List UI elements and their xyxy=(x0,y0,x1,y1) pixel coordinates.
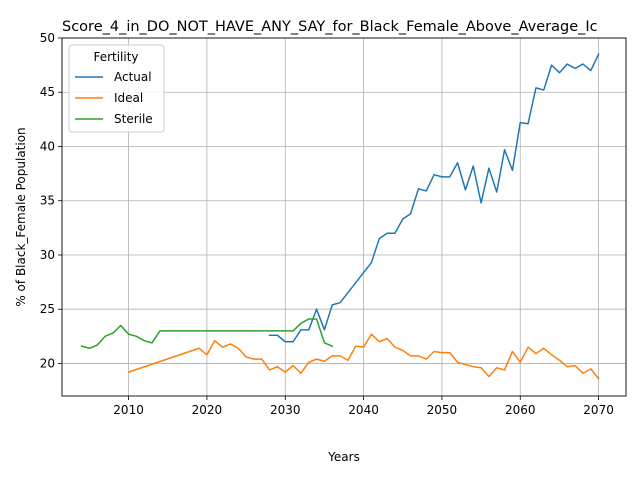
x-tick-label: 2030 xyxy=(270,403,301,417)
x-tick-label: 2020 xyxy=(192,403,223,417)
y-tick-label: 35 xyxy=(40,194,55,208)
x-axis-title: Years xyxy=(327,450,360,464)
series-line-ideal xyxy=(127,333,600,380)
series-line-actual xyxy=(268,53,600,343)
legend: Fertility Actual Ideal Sterile xyxy=(68,44,165,133)
x-tick-label: 2060 xyxy=(505,403,536,417)
y-tick-label: 30 xyxy=(40,248,55,262)
series-line-sterile xyxy=(80,318,334,350)
legend-label-ideal: Ideal xyxy=(114,91,143,105)
chart-title: Score_4_in_DO_NOT_HAVE_ANY_SAY_for_Black… xyxy=(62,19,598,35)
y-axis-ticks: 20 25 30 35 40 45 50 xyxy=(40,31,62,370)
x-tick-label: 2050 xyxy=(427,403,458,417)
legend-entries: Actual Ideal Sterile xyxy=(75,70,153,126)
y-tick-label: 40 xyxy=(40,139,55,153)
x-tick-label: 2010 xyxy=(113,403,144,417)
y-tick-label: 25 xyxy=(40,302,55,316)
legend-title: Fertility xyxy=(93,50,138,64)
y-tick-label: 50 xyxy=(40,31,55,45)
y-axis-title: % of Black_Female Population xyxy=(14,127,28,306)
legend-box xyxy=(68,44,165,133)
x-tick-label: 2070 xyxy=(583,403,614,417)
y-tick-label: 45 xyxy=(40,85,55,99)
x-axis-ticks: 2010 2020 2030 2040 2050 2060 2070 xyxy=(113,396,614,417)
y-tick-label: 20 xyxy=(40,356,55,370)
x-tick-label: 2040 xyxy=(348,403,379,417)
plot-frame xyxy=(61,37,627,397)
legend-label-actual: Actual xyxy=(114,70,152,84)
legend-label-sterile: Sterile xyxy=(114,112,153,126)
series-lines xyxy=(80,53,600,380)
